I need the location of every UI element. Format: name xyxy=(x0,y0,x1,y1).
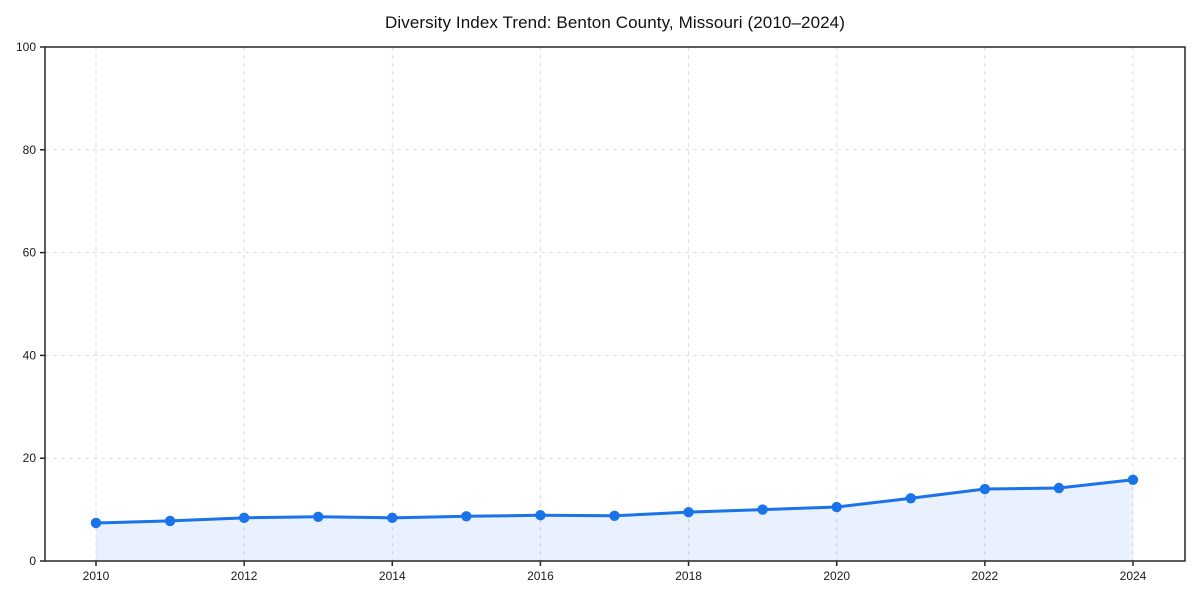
data-point xyxy=(461,511,472,522)
data-point xyxy=(313,511,324,522)
x-tick-label: 2020 xyxy=(823,569,850,583)
y-tick-label: 100 xyxy=(16,40,36,54)
data-point xyxy=(831,501,842,513)
y-tick-label: 60 xyxy=(23,246,37,260)
data-point xyxy=(387,512,398,524)
chart-title: Diversity Index Trend: Benton County, Mi… xyxy=(385,13,845,32)
data-point xyxy=(979,483,991,495)
x-tick-label: 2024 xyxy=(1120,569,1147,583)
data-point xyxy=(905,493,916,504)
data-point xyxy=(164,515,176,527)
data-point xyxy=(609,510,620,521)
x-tick-label: 2012 xyxy=(231,569,258,583)
x-tick-label: 2016 xyxy=(527,569,554,583)
y-tick-label: 0 xyxy=(29,554,36,568)
y-tick-label: 20 xyxy=(23,451,37,465)
x-tick-label: 2010 xyxy=(83,569,110,583)
data-point xyxy=(535,510,546,521)
data-point xyxy=(757,504,768,515)
plot-border xyxy=(44,46,1186,562)
y-tick-label: 40 xyxy=(23,348,37,362)
data-point xyxy=(238,512,250,524)
data-point xyxy=(1053,482,1065,494)
data-point xyxy=(90,517,102,529)
x-tick-label: 2022 xyxy=(972,569,999,583)
data-point xyxy=(683,506,694,518)
x-tick-label: 2018 xyxy=(675,569,702,583)
y-tick-label: 80 xyxy=(23,143,37,157)
data-point xyxy=(1127,474,1139,485)
x-tick-label: 2014 xyxy=(379,569,406,583)
